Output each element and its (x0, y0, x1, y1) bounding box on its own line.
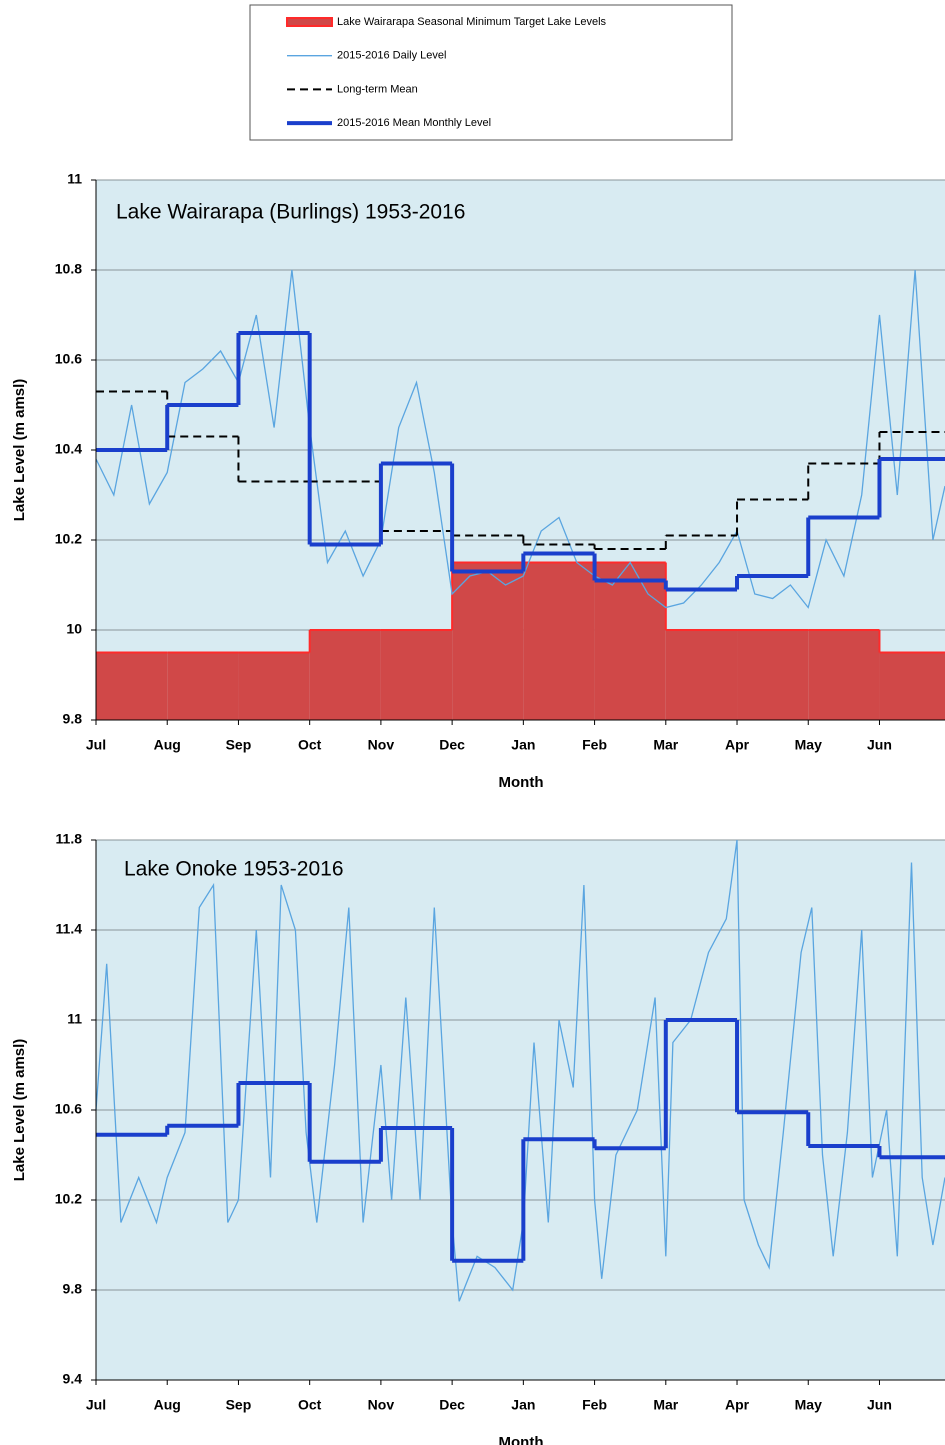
x-tick-label: Oct (298, 1397, 322, 1413)
legend-box (249, 4, 733, 141)
target-area (879, 652, 945, 720)
legend-label: Long-term Mean (337, 83, 418, 95)
target-area (594, 562, 666, 720)
legend-label: Lake Wairarapa Seasonal Minimum Target L… (337, 16, 607, 28)
y-tick-label: 10.2 (55, 531, 82, 547)
x-tick-label: Jul (86, 1397, 106, 1413)
chart-title: Lake Wairarapa (Burlings) 1953-2016 (116, 201, 465, 224)
target-area (238, 652, 310, 720)
x-tick-label: Feb (582, 737, 607, 753)
target-area (665, 630, 738, 720)
target-area (737, 630, 809, 720)
y-tick-label: 10.4 (55, 441, 82, 457)
x-tick-label: Jul (86, 737, 106, 753)
x-tick-label: Aug (154, 1397, 181, 1413)
y-axis-label: Lake Level (m amsl) (11, 379, 28, 522)
x-tick-label: Apr (725, 1397, 750, 1413)
x-tick-label: May (795, 1397, 822, 1413)
target-area (96, 652, 168, 720)
target-area (167, 652, 239, 720)
legend-label: 2015-2016 Daily Level (337, 50, 446, 62)
x-tick-label: Jun (867, 737, 892, 753)
x-tick-label: Jun (867, 1397, 892, 1413)
target-area (452, 562, 524, 720)
y-tick-label: 10.8 (55, 261, 82, 277)
target-area (380, 630, 453, 720)
y-tick-label: 10 (66, 621, 82, 637)
chart-title: Lake Onoke 1953-2016 (124, 858, 344, 881)
target-area (808, 630, 880, 720)
x-tick-label: Aug (154, 737, 181, 753)
legend-swatch (286, 17, 333, 27)
x-tick-label: Jan (511, 1397, 535, 1413)
y-tick-label: 11 (67, 1011, 82, 1027)
x-tick-label: Oct (298, 737, 322, 753)
x-tick-label: Dec (439, 737, 465, 753)
y-tick-label: 9.8 (63, 711, 83, 727)
x-tick-label: Mar (653, 737, 678, 753)
x-tick-label: Sep (226, 1397, 252, 1413)
x-tick-label: Apr (725, 737, 750, 753)
y-tick-label: 10.6 (55, 1101, 82, 1117)
y-tick-label: 9.4 (63, 1371, 83, 1387)
y-axis-label: Lake Level (m amsl) (11, 1039, 28, 1182)
x-tick-label: Nov (368, 737, 395, 753)
x-axis-label: Month (499, 1434, 544, 1445)
x-tick-label: Feb (582, 1397, 607, 1413)
x-axis-label: Month (499, 774, 544, 791)
y-tick-label: 11 (67, 171, 82, 187)
x-tick-label: Dec (439, 1397, 465, 1413)
y-tick-label: 9.8 (63, 1281, 83, 1297)
y-tick-label: 10.2 (55, 1191, 82, 1207)
daily-line (95, 839, 945, 1302)
target-area (523, 562, 595, 720)
y-tick-label: 11.8 (56, 831, 83, 847)
x-tick-label: Mar (653, 1397, 678, 1413)
x-tick-label: May (795, 737, 822, 753)
target-area (309, 630, 381, 720)
y-tick-label: 11.4 (56, 921, 83, 937)
x-tick-label: Nov (368, 1397, 395, 1413)
y-tick-label: 10.6 (55, 351, 82, 367)
x-tick-label: Jan (511, 737, 535, 753)
x-tick-label: Sep (226, 737, 252, 753)
legend-label: 2015-2016 Mean Monthly Level (337, 117, 491, 129)
